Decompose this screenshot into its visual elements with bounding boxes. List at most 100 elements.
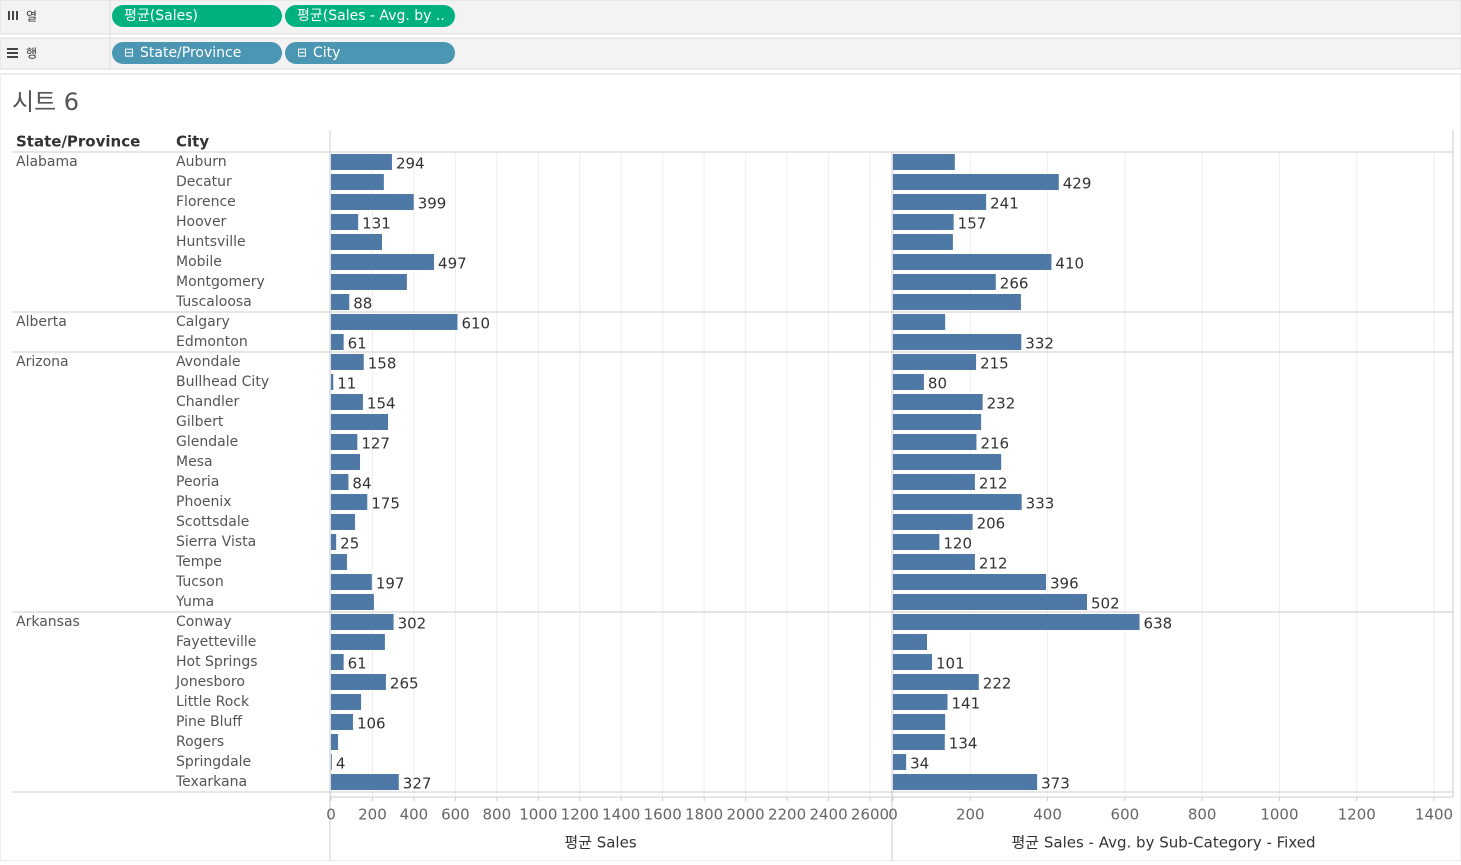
data-label: 61 [348, 335, 367, 353]
city-label: Auburn [176, 154, 227, 170]
data-label: 410 [1055, 255, 1084, 273]
data-label: 206 [977, 515, 1006, 533]
data-label: 215 [980, 355, 1009, 373]
data-label: 638 [1144, 615, 1173, 633]
data-label: 197 [376, 575, 405, 593]
bar [893, 434, 977, 450]
bar [893, 454, 1002, 470]
data-label: 4 [336, 755, 346, 773]
x-tick-label: 1600 [644, 806, 682, 824]
pill-label[interactable]: 평균(Sales) [124, 8, 198, 24]
data-label: 80 [928, 375, 947, 393]
bar [893, 534, 940, 550]
bar [331, 754, 332, 770]
city-label: Avondale [176, 354, 240, 370]
bar [893, 334, 1022, 350]
bar [893, 614, 1140, 630]
city-label: Scottsdale [176, 514, 249, 530]
x-tick-label: 600 [1111, 806, 1140, 824]
bar [331, 374, 334, 390]
data-label: 429 [1063, 175, 1092, 193]
data-label: 158 [368, 355, 397, 373]
city-label: Glendale [176, 434, 238, 450]
bar [893, 474, 975, 490]
data-label: 88 [353, 295, 372, 313]
x-tick-label: 400 [400, 806, 429, 824]
row-header: City [176, 133, 209, 151]
city-label: Peoria [176, 474, 219, 490]
city-label: Yuma [175, 594, 214, 610]
x-tick-label: 600 [441, 806, 470, 824]
pill[interactable] [112, 5, 282, 27]
data-label: 610 [461, 315, 490, 333]
pill-label[interactable]: City [313, 45, 340, 61]
bar [893, 514, 973, 530]
x-tick-label: 2600 [851, 806, 889, 824]
data-label: 101 [936, 655, 965, 673]
city-label: Fayetteville [176, 634, 256, 650]
city-label: Pine Bluff [176, 714, 242, 730]
pill-label[interactable]: 평균(Sales - Avg. by .. [297, 8, 445, 24]
city-label: Conway [176, 614, 232, 630]
bar [893, 714, 946, 730]
pill-label[interactable]: State/Province [140, 45, 241, 61]
city-label: Calgary [176, 314, 230, 330]
bar [331, 634, 385, 650]
bar [893, 634, 928, 650]
bar [893, 754, 907, 770]
rows-icon [7, 48, 18, 58]
bar [331, 234, 382, 250]
sheet [0, 73, 1461, 862]
bar [331, 194, 414, 210]
data-label: 154 [367, 395, 396, 413]
city-label: Edmonton [176, 334, 248, 350]
bar [331, 514, 356, 530]
bar [893, 554, 975, 570]
axis-title: 평균 Sales [564, 834, 636, 852]
city-label: Hoover [176, 214, 227, 230]
x-tick-label: 1400 [602, 806, 640, 824]
x-tick-label: 200 [956, 806, 985, 824]
bar [893, 494, 1022, 510]
bar [331, 154, 392, 170]
city-label: Rogers [176, 734, 224, 750]
x-tick-label: 0 [326, 806, 336, 824]
bar [331, 534, 337, 550]
data-label: 333 [1026, 495, 1055, 513]
city-label: Phoenix [176, 494, 232, 510]
data-label: 373 [1041, 775, 1070, 793]
x-tick-label: 400 [1033, 806, 1062, 824]
city-label: Tucson [175, 574, 224, 590]
data-label: 294 [396, 155, 425, 173]
bar [331, 774, 399, 790]
bar [893, 194, 987, 210]
x-tick-label: 2400 [809, 806, 847, 824]
data-label: 61 [348, 655, 367, 673]
bar [331, 494, 368, 510]
data-label: 327 [403, 775, 432, 793]
bar [893, 394, 983, 410]
sheet-title: 시트 6 [12, 88, 79, 116]
bar [893, 354, 977, 370]
bar [331, 734, 339, 750]
pill[interactable] [112, 42, 282, 64]
data-label: 497 [438, 255, 467, 273]
data-label: 134 [949, 735, 978, 753]
bar [331, 654, 344, 670]
state-label: Alabama [16, 154, 78, 170]
data-label: 302 [398, 615, 427, 633]
data-label: 265 [390, 675, 419, 693]
data-label: 216 [980, 435, 1009, 453]
pill[interactable] [285, 42, 455, 64]
bar [331, 334, 344, 350]
data-label: 131 [362, 215, 391, 233]
data-label: 141 [951, 695, 980, 713]
pill[interactable] [285, 5, 455, 27]
bar [893, 774, 1038, 790]
bar [331, 614, 394, 630]
bar [331, 594, 374, 610]
bar [893, 414, 982, 430]
bar [331, 254, 435, 270]
city-label: Mobile [176, 254, 222, 270]
